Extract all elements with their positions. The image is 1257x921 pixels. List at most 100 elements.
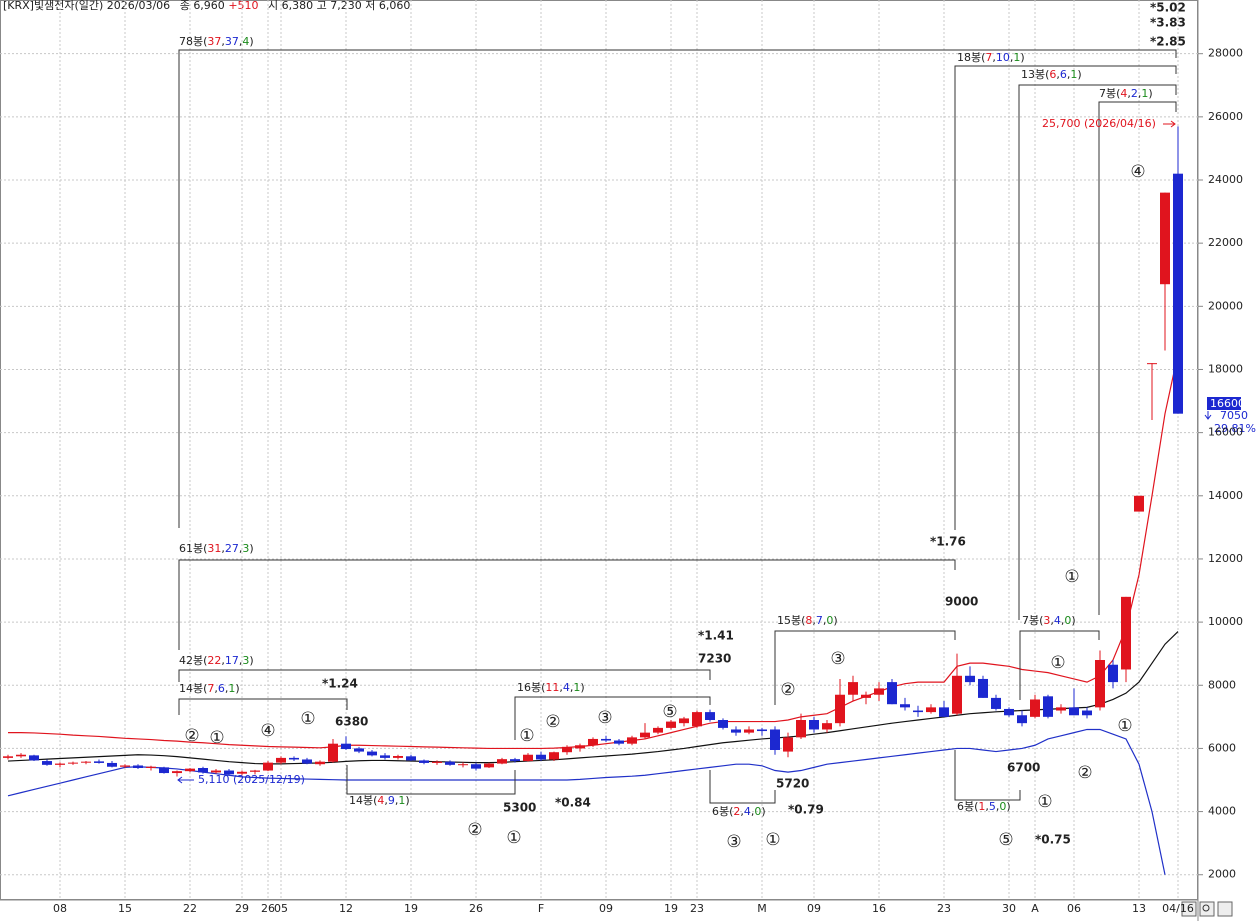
tool-button[interactable] — [1181, 901, 1197, 917]
bracket-label: 42봉(22,17,3) — [179, 654, 254, 667]
candle-body — [887, 682, 897, 705]
bracket-label-part: ) — [1071, 614, 1075, 627]
candle-body — [861, 694, 871, 698]
candle-body — [1069, 707, 1079, 716]
price-label: 16600 — [1210, 397, 1245, 410]
change-label: 7050 — [1220, 409, 1248, 422]
bracket-label-part: 1 — [398, 794, 405, 807]
bracket — [954, 750, 1021, 801]
bracket — [178, 698, 348, 715]
bracket-label-part: 42봉( — [179, 654, 207, 667]
bracket-label-part: , — [1067, 68, 1071, 81]
bracket-label-part: 1 — [573, 681, 580, 694]
candle-body — [497, 759, 507, 764]
candle-body — [965, 675, 975, 683]
wave-label: ⑤ — [998, 830, 1013, 850]
candle-body — [432, 761, 442, 763]
y-tick-label: 28000 — [1208, 47, 1243, 60]
bracket-label-part: , — [384, 794, 388, 807]
candle-body — [107, 762, 117, 767]
wave-label: ⑤ — [662, 702, 677, 722]
candle-body — [601, 738, 611, 741]
candle-body — [211, 770, 221, 773]
candle-body — [796, 720, 806, 738]
bracket-label-part: ) — [1077, 68, 1081, 81]
note: 9000 — [945, 595, 978, 609]
x-tick-label: 30 — [1002, 902, 1016, 915]
candle-body — [172, 771, 182, 774]
bracket-label-part: 4 — [242, 35, 249, 48]
candle-body — [484, 763, 494, 768]
candle-body — [380, 755, 390, 758]
candle-body — [341, 743, 351, 750]
x-tick-label: 08 — [53, 902, 67, 915]
wave-label: ① — [1037, 792, 1052, 812]
candle-body — [94, 761, 104, 763]
candle-body — [146, 766, 156, 768]
bracket-label-part: 1 — [978, 800, 985, 813]
candle-body — [926, 707, 936, 713]
bracket-label-part: 7 — [816, 614, 823, 627]
candle-body — [783, 737, 793, 752]
candle-body — [575, 745, 585, 749]
candle-body — [55, 763, 65, 765]
x-tick-label: 19 — [664, 902, 678, 915]
x-tick-label: 23 — [937, 902, 951, 915]
candle-body — [419, 760, 429, 763]
candle-body — [523, 754, 533, 762]
bracket-label-part: ) — [249, 654, 253, 667]
x-tick-label: 09 — [599, 902, 613, 915]
candle-body — [328, 743, 338, 762]
bracket-label-part: , — [221, 542, 225, 555]
note: 5720 — [776, 777, 809, 791]
header: [KRX]빛샘전자(일간) 2026/03/06 종 6,960 +510 시 … — [3, 0, 410, 12]
bracket-label-part: 22 — [207, 654, 221, 667]
bracket-label-part: 14봉( — [349, 794, 377, 807]
bracket — [346, 765, 516, 795]
bracket — [178, 559, 956, 650]
candle-body — [29, 755, 39, 761]
tool-button[interactable] — [1217, 901, 1233, 917]
pct-label: 29.81% — [1214, 422, 1256, 435]
candle-body — [1173, 173, 1183, 414]
bracket-label-part: 11 — [545, 681, 559, 694]
candle-body — [549, 752, 559, 760]
close-label: 종 — [180, 0, 190, 12]
bracket-label-part: , — [1138, 87, 1142, 100]
bracket — [1019, 630, 1100, 700]
bracket-label-part: 6 — [218, 682, 225, 695]
price-box — [1207, 397, 1241, 410]
bracket-label-part: 1 — [228, 682, 235, 695]
candle-body — [874, 688, 884, 695]
candle-body — [445, 761, 455, 765]
y-tick-label: 6000 — [1208, 741, 1236, 754]
wave-label: ① — [765, 830, 780, 850]
bracket-label: 14봉(4,9,1) — [349, 794, 410, 807]
bracket-label-part: 4 — [563, 681, 570, 694]
zoom-icon — [1202, 904, 1210, 912]
low-note: 5,110 (2025/12/19) — [198, 773, 305, 786]
bracket-label-part: 0 — [999, 800, 1006, 813]
candle-body — [614, 740, 624, 744]
bracket-label-part: 5 — [989, 800, 996, 813]
y-tick-label: 8000 — [1208, 678, 1236, 691]
tool-button[interactable] — [1199, 901, 1215, 917]
bracket-label-part: , — [1050, 614, 1054, 627]
note: *3.83 — [1150, 16, 1186, 30]
candle-body — [666, 721, 676, 728]
note: 5300 — [503, 801, 536, 815]
note: *0.84 — [555, 796, 591, 810]
bracket-label-part: ) — [1148, 87, 1152, 100]
wave-label: ① — [1064, 567, 1079, 587]
candle-body — [588, 738, 598, 746]
wave-label: ① — [1050, 653, 1065, 673]
bracket-label-part: , — [221, 654, 225, 667]
note: 6700 — [1007, 761, 1040, 775]
bracket-label: 78봉(37,37,4) — [179, 35, 254, 48]
bracket-label-part: , — [740, 805, 744, 818]
candle-body — [198, 768, 208, 773]
bracket — [709, 770, 776, 804]
y-tick-label: 10000 — [1208, 615, 1243, 628]
wave-label: ② — [467, 820, 482, 840]
x-tick-label: 26 — [469, 902, 483, 915]
